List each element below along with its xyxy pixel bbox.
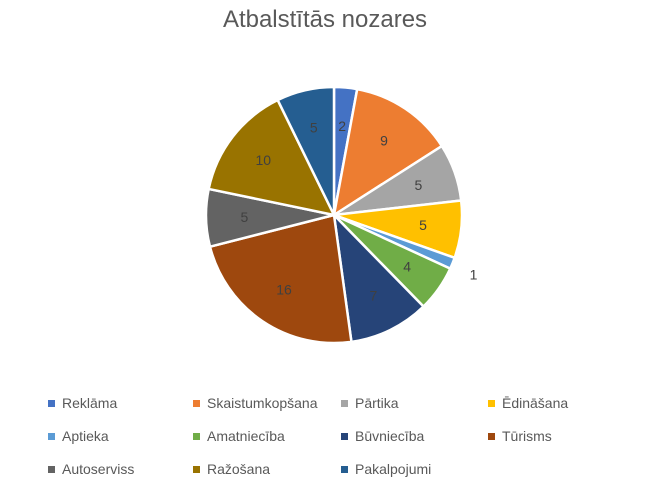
pie-slices — [204, 85, 464, 345]
data-label-reklama: 2 — [338, 118, 346, 134]
data-label-razosana: 10 — [255, 152, 271, 168]
data-label-edinasana: 5 — [419, 217, 427, 233]
data-label-autoserviss: 5 — [241, 209, 249, 225]
data-label-partika: 5 — [415, 177, 423, 193]
pie-slice-buvnieciba — [332, 213, 425, 344]
data-label-pakalpojumi: 5 — [310, 120, 318, 136]
pie-slice-pakalpojumi — [276, 85, 336, 217]
pie-slice-skaistumkopsana — [332, 87, 444, 217]
chart-title: Atbalstītās nozares — [222, 6, 428, 33]
pie-data-labels: 2 9 5 5 1 4 7 16 5 10 5 — [241, 118, 478, 304]
data-label-turisms: 16 — [276, 281, 292, 297]
data-label-aptieka: 1 — [470, 267, 478, 283]
data-label-skaistumkopsana: 9 — [380, 133, 388, 149]
pie-slice-razosana — [207, 98, 336, 217]
data-label-buvnieciba: 7 — [370, 287, 378, 303]
data-label-amatnieciba: 4 — [403, 259, 411, 275]
pie-slice-turisms — [208, 213, 353, 345]
